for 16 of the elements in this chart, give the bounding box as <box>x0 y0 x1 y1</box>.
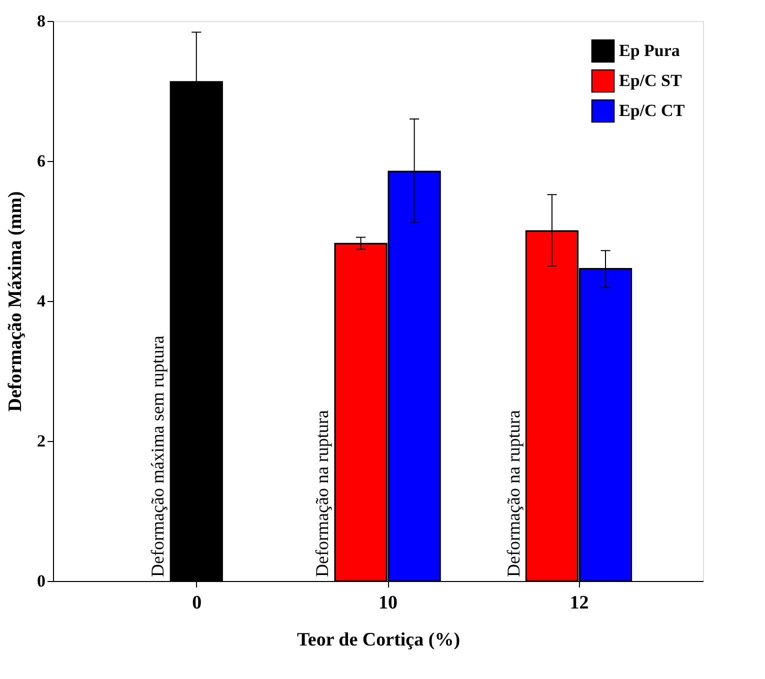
x-tick-label: 0 <box>192 592 202 614</box>
y-tick-label: 6 <box>37 152 46 170</box>
legend-label: Ep/C CT <box>619 101 686 120</box>
legend-label: Ep Pura <box>619 41 680 60</box>
annotation: Deformação na ruptura <box>503 410 524 577</box>
y-tick-label: 8 <box>37 12 46 30</box>
x-axis-title: Teor de Cortiça (%) <box>296 630 460 650</box>
y-tick-label: 0 <box>37 572 46 590</box>
x-tick-label: 12 <box>570 592 589 614</box>
x-tick-label: 10 <box>378 592 398 614</box>
annotation: Deformação na ruptura <box>312 410 332 577</box>
annotation: Deformação máxima sem ruptura <box>148 336 168 577</box>
y-tick-label: 2 <box>37 432 46 450</box>
legend-label: Ep/C ST <box>619 71 682 90</box>
y-tick-label: 4 <box>37 292 46 310</box>
y-axis-title: Deformação Máxima (mm) <box>5 191 26 412</box>
